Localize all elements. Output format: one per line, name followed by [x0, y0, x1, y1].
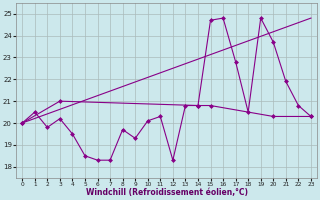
X-axis label: Windchill (Refroidissement éolien,°C): Windchill (Refroidissement éolien,°C) — [85, 188, 248, 197]
